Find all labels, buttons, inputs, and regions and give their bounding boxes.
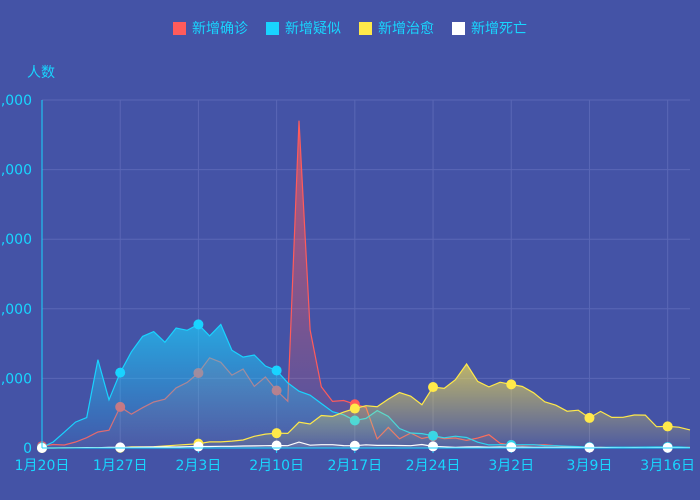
legend: 新增确诊 新增疑似 新增治愈 新增死亡 bbox=[0, 18, 700, 38]
legend-item-3[interactable]: 新增死亡 bbox=[452, 18, 527, 38]
y-tick-label: 15,000 bbox=[0, 93, 32, 109]
data-point-2 bbox=[506, 379, 517, 390]
series-area-1 bbox=[42, 324, 690, 448]
legend-swatch bbox=[173, 21, 186, 35]
legend-swatch bbox=[266, 21, 279, 35]
data-point-3 bbox=[506, 442, 517, 453]
data-point-2 bbox=[349, 403, 360, 414]
data-point-2 bbox=[271, 428, 282, 439]
x-tick-label: 3月2日 bbox=[488, 458, 534, 474]
legend-label: 新增疑似 bbox=[285, 21, 341, 37]
data-point-3 bbox=[428, 441, 439, 452]
legend-swatch bbox=[359, 21, 372, 35]
x-tick-label: 2月17日 bbox=[327, 458, 382, 474]
data-point-3 bbox=[349, 440, 360, 451]
x-tick-label: 2月10日 bbox=[249, 458, 304, 474]
legend-label: 新增确诊 bbox=[192, 21, 248, 37]
data-point-1 bbox=[193, 319, 204, 330]
x-tick-label: 2月24日 bbox=[406, 458, 461, 474]
y-tick-label: 9,000 bbox=[0, 232, 32, 248]
data-point-2 bbox=[428, 382, 439, 393]
data-point-3 bbox=[271, 440, 282, 451]
legend-item-2[interactable]: 新增治愈 bbox=[359, 18, 434, 38]
legend-swatch bbox=[452, 21, 465, 35]
y-tick-label: 12,000 bbox=[0, 163, 32, 179]
data-point-3 bbox=[115, 442, 126, 453]
legend-label: 新增治愈 bbox=[378, 21, 434, 37]
data-point-2 bbox=[584, 412, 595, 423]
data-point-2 bbox=[662, 421, 673, 432]
legend-item-1[interactable]: 新增疑似 bbox=[266, 18, 341, 38]
data-point-1 bbox=[271, 365, 282, 376]
legend-item-0[interactable]: 新增确诊 bbox=[173, 18, 248, 38]
data-point-1 bbox=[115, 367, 126, 378]
y-tick-label: 0 bbox=[23, 441, 32, 457]
y-tick-label: 6,000 bbox=[0, 302, 32, 318]
x-tick-label: 1月27日 bbox=[93, 458, 148, 474]
x-tick-label: 1月20日 bbox=[15, 458, 70, 474]
legend-label: 新增死亡 bbox=[471, 21, 527, 37]
x-tick-label: 3月16日 bbox=[640, 458, 695, 474]
x-tick-label: 2月3日 bbox=[175, 458, 221, 474]
data-point-3 bbox=[193, 441, 204, 452]
y-axis-label: 人数 bbox=[27, 65, 55, 81]
x-tick-label: 3月9日 bbox=[567, 458, 613, 474]
y-tick-label: 3,000 bbox=[0, 371, 32, 387]
